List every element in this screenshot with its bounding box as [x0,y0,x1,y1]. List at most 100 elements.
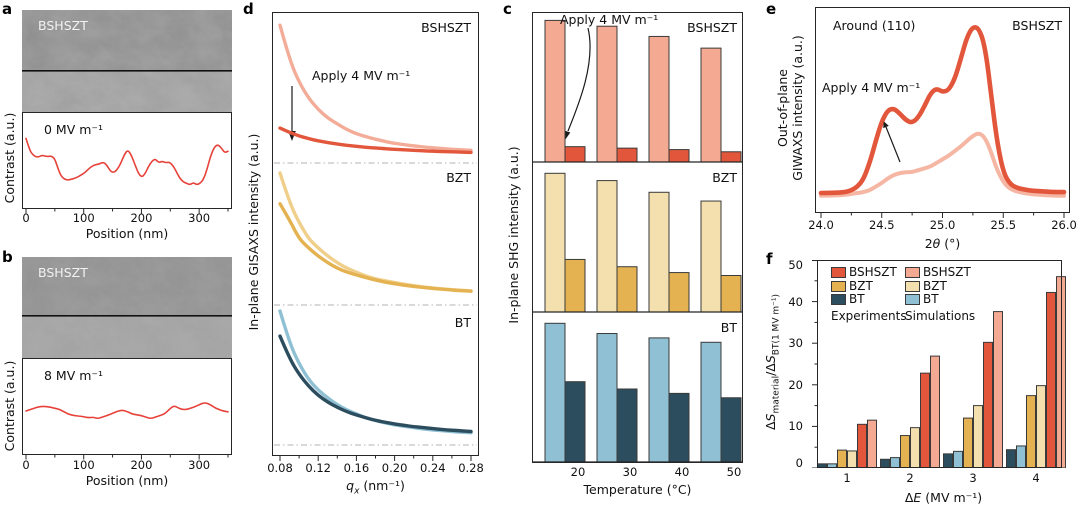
bar-bt-pristine [544,322,566,463]
x-tick-label: 50 [726,465,742,479]
bar-bzt-experiments [837,449,847,468]
annotation-arrow [883,121,901,163]
bar-bzt-pristine [648,191,670,313]
bar-bzt-field [668,272,690,313]
bar-bshszt-experiments [920,372,930,468]
plot-frame [815,7,1070,213]
y-axis-label-line1: Out-of-plane [775,69,790,147]
contrast-profile-curve [25,402,229,420]
x-axis-label: ΔE (MV m⁻¹) [904,490,983,505]
bar-bshszt-pristine [596,25,618,163]
x-tick-label: 0.08 [267,461,293,475]
x-tick-label: 24.5 [868,218,895,232]
panel-letter-b: b [2,248,13,266]
panel-letter-c: c [503,0,512,18]
bar-bzt-simulations [1036,385,1046,468]
legend-group-title: Simulations [905,309,976,323]
y-axis-label-line2: GIWAXS intensity (a.u.) [789,35,805,181]
section-label-bzt: BZT [446,170,471,185]
bar-bzt-experiments [900,435,910,468]
legend-label: BT [849,292,865,306]
field-label: 8 MV m⁻¹ [44,368,104,383]
bar-bt-pristine [648,337,670,463]
bar-bzt-pristine [596,180,618,313]
x-tick-label: 100 [72,458,95,472]
annotation-apply-field: Apply 4 MV m⁻¹ [822,80,921,95]
legend-swatch-bshszt-simulations [905,267,920,278]
x-axis-label: 2θ (°) [924,236,961,251]
x-tick-label: 0.20 [381,461,408,475]
legend-group-title: Experiments [831,309,907,323]
y-tick-label: 20 [788,377,803,392]
plot-frame [532,12,743,463]
bar-bzt-experiments [1026,395,1036,468]
bar-bt-experiments [1006,449,1016,468]
y-tick-label: 0 [795,456,803,470]
image-grain [22,257,232,358]
x-axis-label: Position (nm) [85,473,169,488]
legend-label: BZT [849,278,873,293]
x-tick-label: 200 [130,458,153,472]
bar-bt-simulations [1016,445,1026,468]
bar-bshszt-simulations [993,311,1003,468]
bar-bzt-field [616,266,638,313]
bar-bt-field [720,397,742,463]
plot-frame [22,358,232,455]
legend-swatch-bzt-experiments [831,280,846,292]
y-tick-label: 10 [788,419,803,434]
bar-bzt-pristine [544,172,566,313]
bar-bt-experiments [943,453,953,468]
contrast-profile-curve [25,137,229,186]
x-tick-label: 0.28 [458,461,484,475]
legend-swatch-bt-experiments [831,294,846,305]
annotation-apply-field: Apply 4 MV m⁻¹ [560,12,659,27]
sample-label: BSHSZT [38,18,88,33]
x-tick-label: 0.12 [305,461,331,475]
x-tick-label: 300 [188,211,211,225]
x-tick-label: 40 [674,465,690,479]
x-tick-label: 100 [72,211,95,225]
x-axis-label: Position (nm) [85,226,169,241]
x-tick-label: 300 [188,458,211,472]
entropy-ratio-bar-plot [812,260,1066,468]
gisaxs-curve-bshszt-pristine [278,23,473,152]
x-tick-label: 3 [969,471,977,485]
section-label-bshszt: BSHSZT [421,20,471,35]
bar-bshszt-pristine [648,35,670,163]
panel-letter-f: f [766,250,773,268]
giwaxs-plot [815,7,1070,218]
x-tick-label: 20 [570,465,586,479]
x-tick-label: 2 [906,471,914,485]
x-tick-label: 0 [22,458,30,472]
annotation-apply-field: Apply 4 MV m⁻¹ [312,68,411,83]
section-label-bt: BT [454,315,471,330]
image-grain [22,10,232,112]
y-axis-label: Out-of-plane GIWAXS intensity (a.u.) [775,8,806,208]
legend-label: BSHSZT [849,265,897,279]
gisaxs-curve-bshszt-applied [278,126,473,155]
title-around-110: Around (110) [833,18,916,33]
section-label-bt: BT [720,320,737,335]
bar-bzt-field [720,275,742,313]
bar-bshszt-field [564,146,586,163]
bar-bzt-simulations [973,405,983,468]
y-axis-label: In-plane SHG intensity (a.u.) [506,146,521,324]
bar-bt-field [616,388,638,463]
legend-label: BT [923,292,939,306]
panel-letter-a: a [2,0,13,18]
bar-bt-field [668,392,690,463]
gisaxs-plot [272,12,479,461]
sample-label: BSHSZT [1012,18,1062,33]
bar-bt-pristine [700,341,722,463]
legend-swatch-bt-simulations [905,294,920,305]
gisaxs-curve-bzt-applied [278,202,473,293]
y-tick-label: 30 [788,336,803,351]
panel-letter-e: e [766,0,777,18]
legend-swatch-bzt-simulations [905,280,920,292]
y-tick-label: 40 [788,294,803,309]
bar-bzt-simulations [847,450,857,468]
bar-bshszt-experiments [1046,291,1056,468]
field-label: 0 MV m⁻¹ [44,122,104,137]
x-tick-label: 1 [843,471,851,485]
y-axis-label: Contrast (a.u.) [2,112,17,204]
